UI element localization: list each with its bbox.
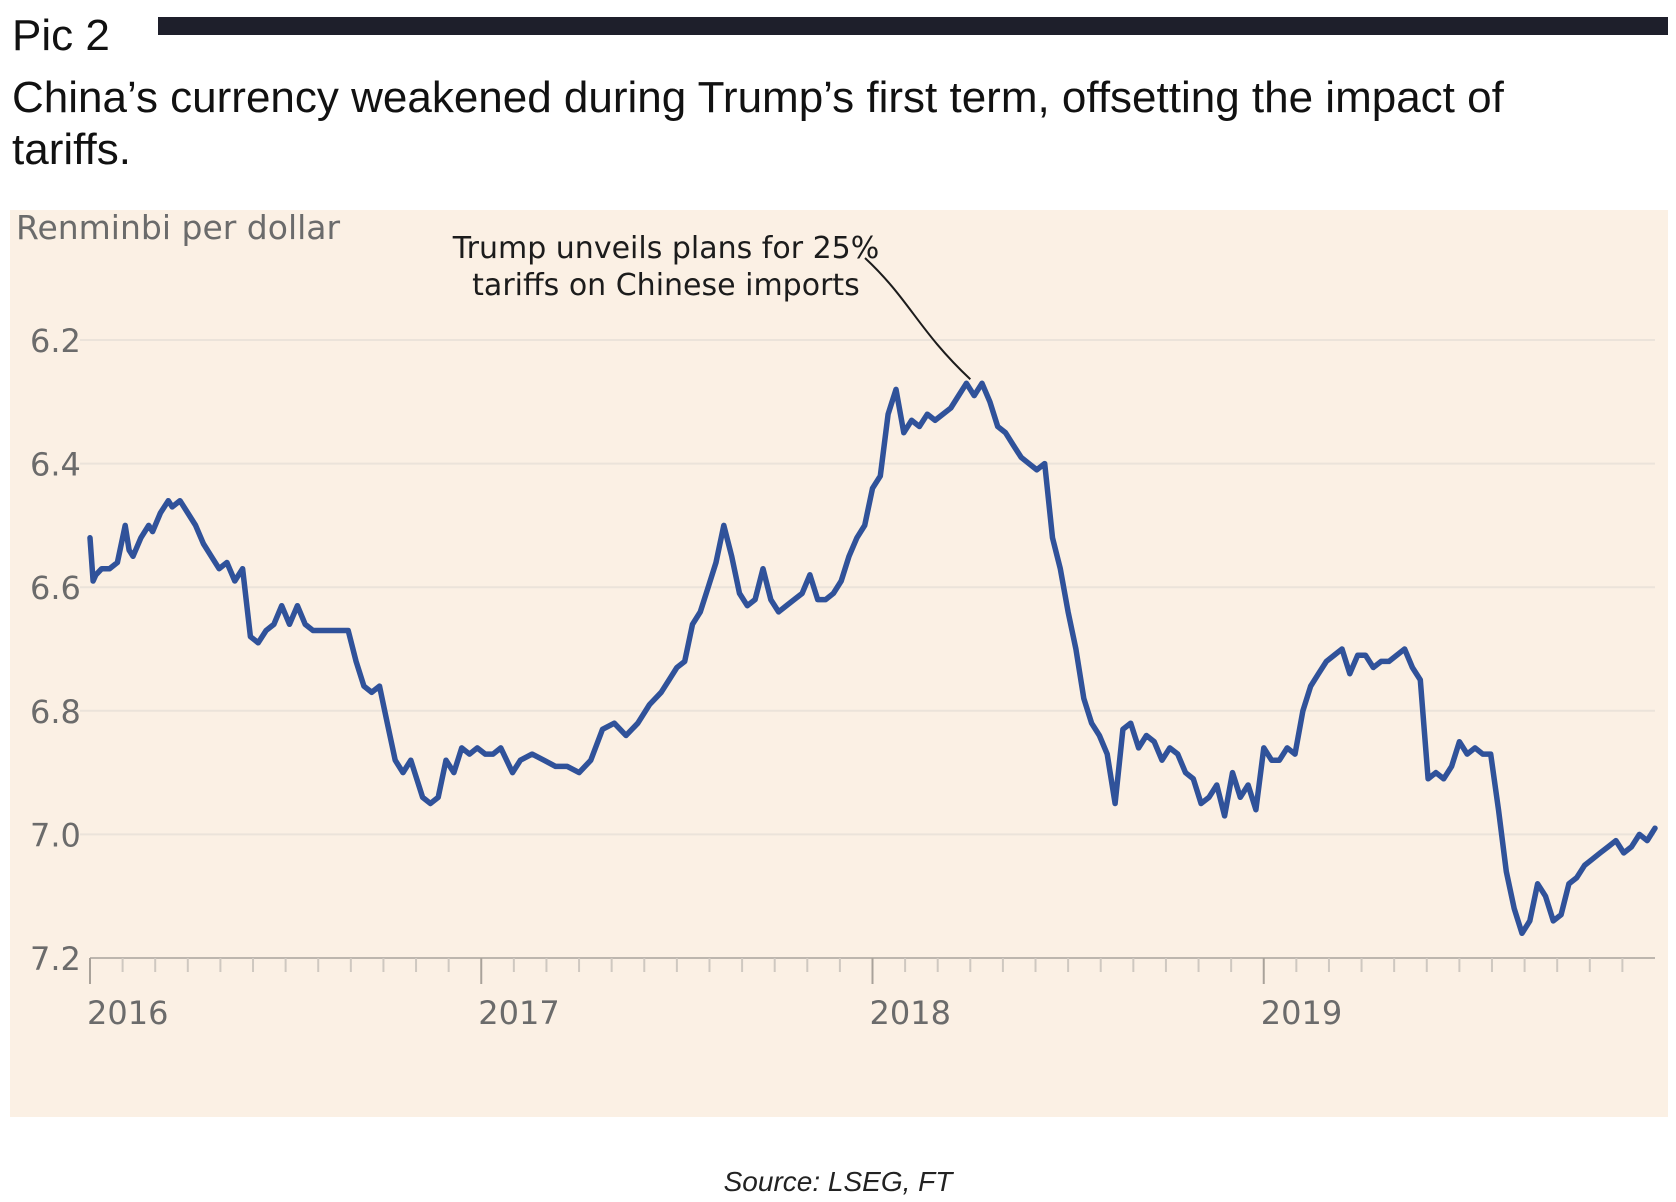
figure-headline: China’s currency weakened during Trump’s…	[12, 73, 1504, 174]
gridlines	[80, 339, 1655, 836]
chart-panel: 6.2 6.4 6.6 6.8 7.0 7.2 2016 2017 2018 2019 Renm…	[10, 210, 1668, 1117]
x-tick-label: 2019	[1261, 994, 1342, 1032]
x-tick-label: 2016	[87, 994, 168, 1032]
y-tick-label: 7.2	[30, 940, 81, 978]
series-layer	[87, 380, 1658, 937]
annotation-leader	[864, 257, 971, 380]
x-tick-label: 2018	[870, 994, 951, 1032]
y-tick-label: 6.6	[30, 569, 81, 607]
y-tick-label: 6.8	[30, 693, 81, 731]
source-note: Source: LSEG, FT	[723, 1166, 953, 1197]
title-rule	[158, 17, 1668, 35]
x-tick-label: 2017	[478, 994, 559, 1032]
y-tick-label: 6.4	[30, 446, 81, 484]
figure-label: Pic 2	[12, 11, 110, 60]
series-line	[87, 380, 1658, 937]
x-axis: 2016 2017 2018 2019	[87, 957, 1655, 1032]
y-tick-label: 6.2	[30, 322, 81, 360]
y-tick-labels: 6.2 6.4 6.6 6.8 7.0 7.2	[30, 322, 81, 978]
annotation-text: tariffs on Chinese imports	[472, 268, 860, 303]
y-axis-label: Renminbi per dollar	[16, 210, 341, 247]
annotation: Trump unveils plans for 25%tariffs on Ch…	[452, 231, 971, 380]
line-chart: 6.2 6.4 6.6 6.8 7.0 7.2 2016 2017 2018 2019 Renm…	[16, 210, 1658, 1032]
annotation-text: Trump unveils plans for 25%	[452, 231, 880, 266]
y-tick-label: 7.0	[30, 816, 81, 854]
